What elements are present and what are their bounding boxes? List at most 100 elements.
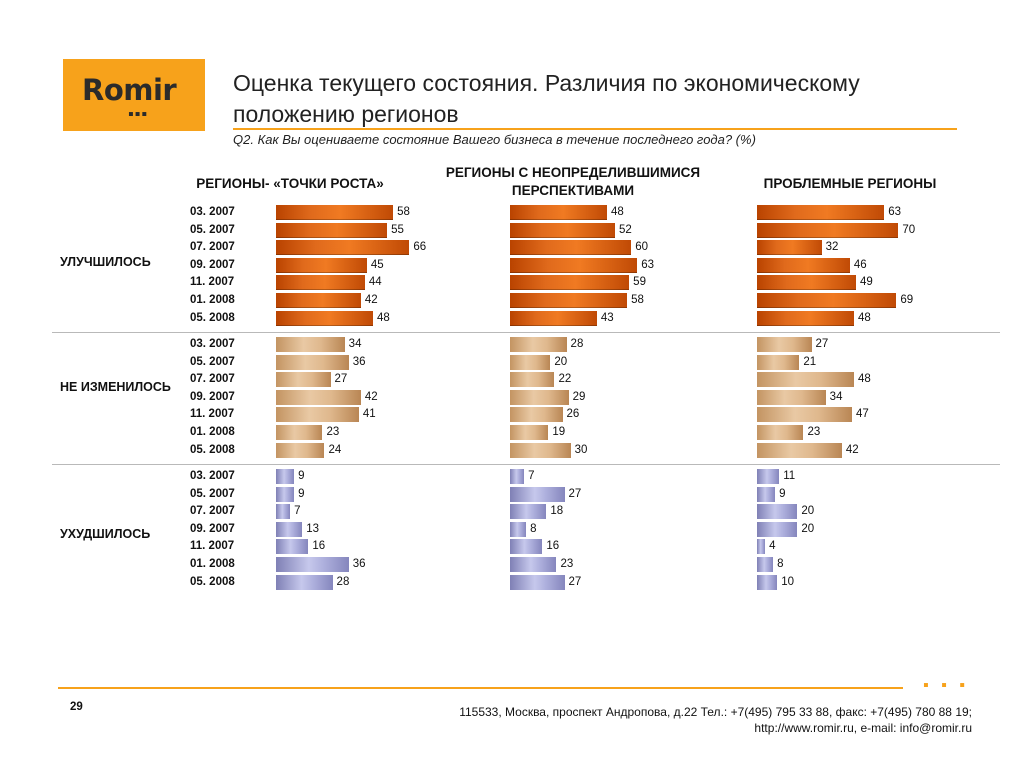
- tick-label: 01. 2008: [190, 294, 235, 306]
- bar-improved: [510, 240, 632, 256]
- data-label: 8: [777, 558, 784, 570]
- data-label: 63: [641, 258, 655, 271]
- bar-improved: [757, 222, 899, 238]
- footer-dots: ▪ ▪ ▪: [923, 677, 969, 694]
- data-label: 20: [801, 505, 815, 518]
- bar-unchanged: [510, 407, 563, 423]
- tick-label: 09. 2007: [190, 390, 235, 403]
- bar-worsened: [276, 504, 291, 520]
- data-label: 16: [546, 540, 560, 553]
- group-divider: [52, 464, 1000, 465]
- data-label: 13: [306, 522, 320, 535]
- data-label: 23: [560, 558, 574, 570]
- bar-unchanged: [757, 442, 842, 458]
- data-label: 47: [855, 408, 869, 421]
- logo-text: Romir: [82, 73, 177, 107]
- data-label: 7: [528, 470, 535, 482]
- tick-label: 05. 2007: [190, 487, 235, 500]
- column-header-growth: РЕГИОНЫ- «ТОЧКИ РОСТА»: [196, 176, 384, 191]
- bar-worsened: [757, 486, 776, 502]
- bar-worsened: [276, 557, 349, 572]
- tick-label: 09. 2007: [190, 522, 235, 535]
- tick-label: 05. 2008: [190, 311, 235, 324]
- data-label: 30: [574, 443, 588, 456]
- bar-improved: [510, 310, 597, 326]
- bar-unchanged: [510, 337, 567, 352]
- romir-logo: [63, 59, 205, 131]
- bar-unchanged: [510, 442, 571, 458]
- bar-worsened: [757, 557, 774, 572]
- data-label: 60: [635, 241, 648, 254]
- bar-improved: [276, 310, 373, 326]
- bar-unchanged: [757, 407, 852, 423]
- data-label: 48: [376, 311, 390, 324]
- bar-unchanged: [757, 389, 826, 405]
- bar-unchanged: [757, 425, 804, 440]
- bar-unchanged: [276, 407, 359, 423]
- data-label: 16: [312, 540, 326, 553]
- data-label: 9: [298, 470, 305, 482]
- data-label: 42: [845, 443, 859, 456]
- footer-rule: [58, 687, 903, 689]
- data-label: 27: [568, 487, 582, 500]
- data-label: 18: [550, 505, 564, 518]
- data-label: 42: [364, 294, 378, 306]
- bar-improved: [276, 240, 410, 256]
- group-label-unchanged: НЕ ИЗМЕНИЛОСЬ: [60, 380, 171, 394]
- data-label: 36: [352, 355, 366, 368]
- tick-label: 11. 2007: [190, 276, 235, 289]
- bar-unchanged: [510, 372, 555, 388]
- data-label: 41: [362, 408, 376, 421]
- tick-label: 05. 2008: [190, 575, 235, 588]
- data-label: 20: [554, 355, 568, 368]
- bar-worsened: [276, 574, 333, 590]
- data-label: 49: [859, 276, 873, 289]
- bar-worsened: [510, 557, 557, 572]
- data-label: 19: [552, 426, 566, 438]
- data-label: 27: [815, 338, 829, 350]
- data-label: 27: [334, 373, 348, 386]
- data-label: 55: [391, 223, 404, 236]
- data-label: 8: [530, 522, 537, 535]
- data-label: 7: [294, 505, 301, 518]
- data-label: 34: [348, 338, 362, 350]
- data-label: 28: [570, 338, 584, 350]
- bar-unchanged: [757, 372, 854, 388]
- bar-worsened: [276, 539, 309, 555]
- tick-label: 11. 2007: [190, 408, 235, 421]
- bar-improved: [276, 257, 367, 273]
- bar-worsened: [757, 504, 798, 520]
- data-label: 69: [900, 294, 914, 306]
- bar-worsened: [757, 539, 766, 555]
- bar-worsened: [757, 521, 798, 537]
- group-label-worsened: УХУДШИЛОСЬ: [60, 527, 151, 541]
- data-label: 42: [364, 390, 378, 403]
- data-label: 29: [572, 390, 586, 403]
- data-label: 28: [336, 575, 350, 588]
- data-label: 9: [298, 487, 305, 500]
- tick-label: 03. 2007: [190, 206, 235, 218]
- page-number: 29: [70, 701, 83, 713]
- bar-unchanged: [510, 389, 569, 405]
- bar-improved: [510, 205, 607, 220]
- bar-improved: [757, 275, 856, 291]
- data-label: 22: [558, 373, 572, 386]
- data-label: 11: [783, 470, 796, 482]
- tick-label: 03. 2007: [190, 338, 235, 350]
- tick-label: 03. 2007: [190, 470, 235, 482]
- data-label: 34: [829, 390, 843, 403]
- page-title: Оценка текущего состояния. Различия по э…: [233, 70, 860, 127]
- bar-worsened: [276, 469, 295, 484]
- tick-label: 07. 2007: [190, 505, 235, 518]
- data-label: 21: [803, 355, 817, 368]
- data-label: 4: [769, 540, 776, 553]
- data-label: 26: [566, 408, 580, 421]
- data-label: 58: [631, 294, 644, 306]
- column-header-uncertain: РЕГИОНЫ С НЕОПРЕДЕЛИВШИМИСЯ ПЕРСПЕКТИВАМ…: [445, 165, 701, 198]
- bar-unchanged: [757, 337, 812, 352]
- data-label: 52: [619, 223, 632, 236]
- data-label: 63: [888, 206, 902, 218]
- bar-unchanged: [276, 442, 325, 458]
- bar-improved: [276, 275, 365, 291]
- bar-improved: [510, 257, 638, 273]
